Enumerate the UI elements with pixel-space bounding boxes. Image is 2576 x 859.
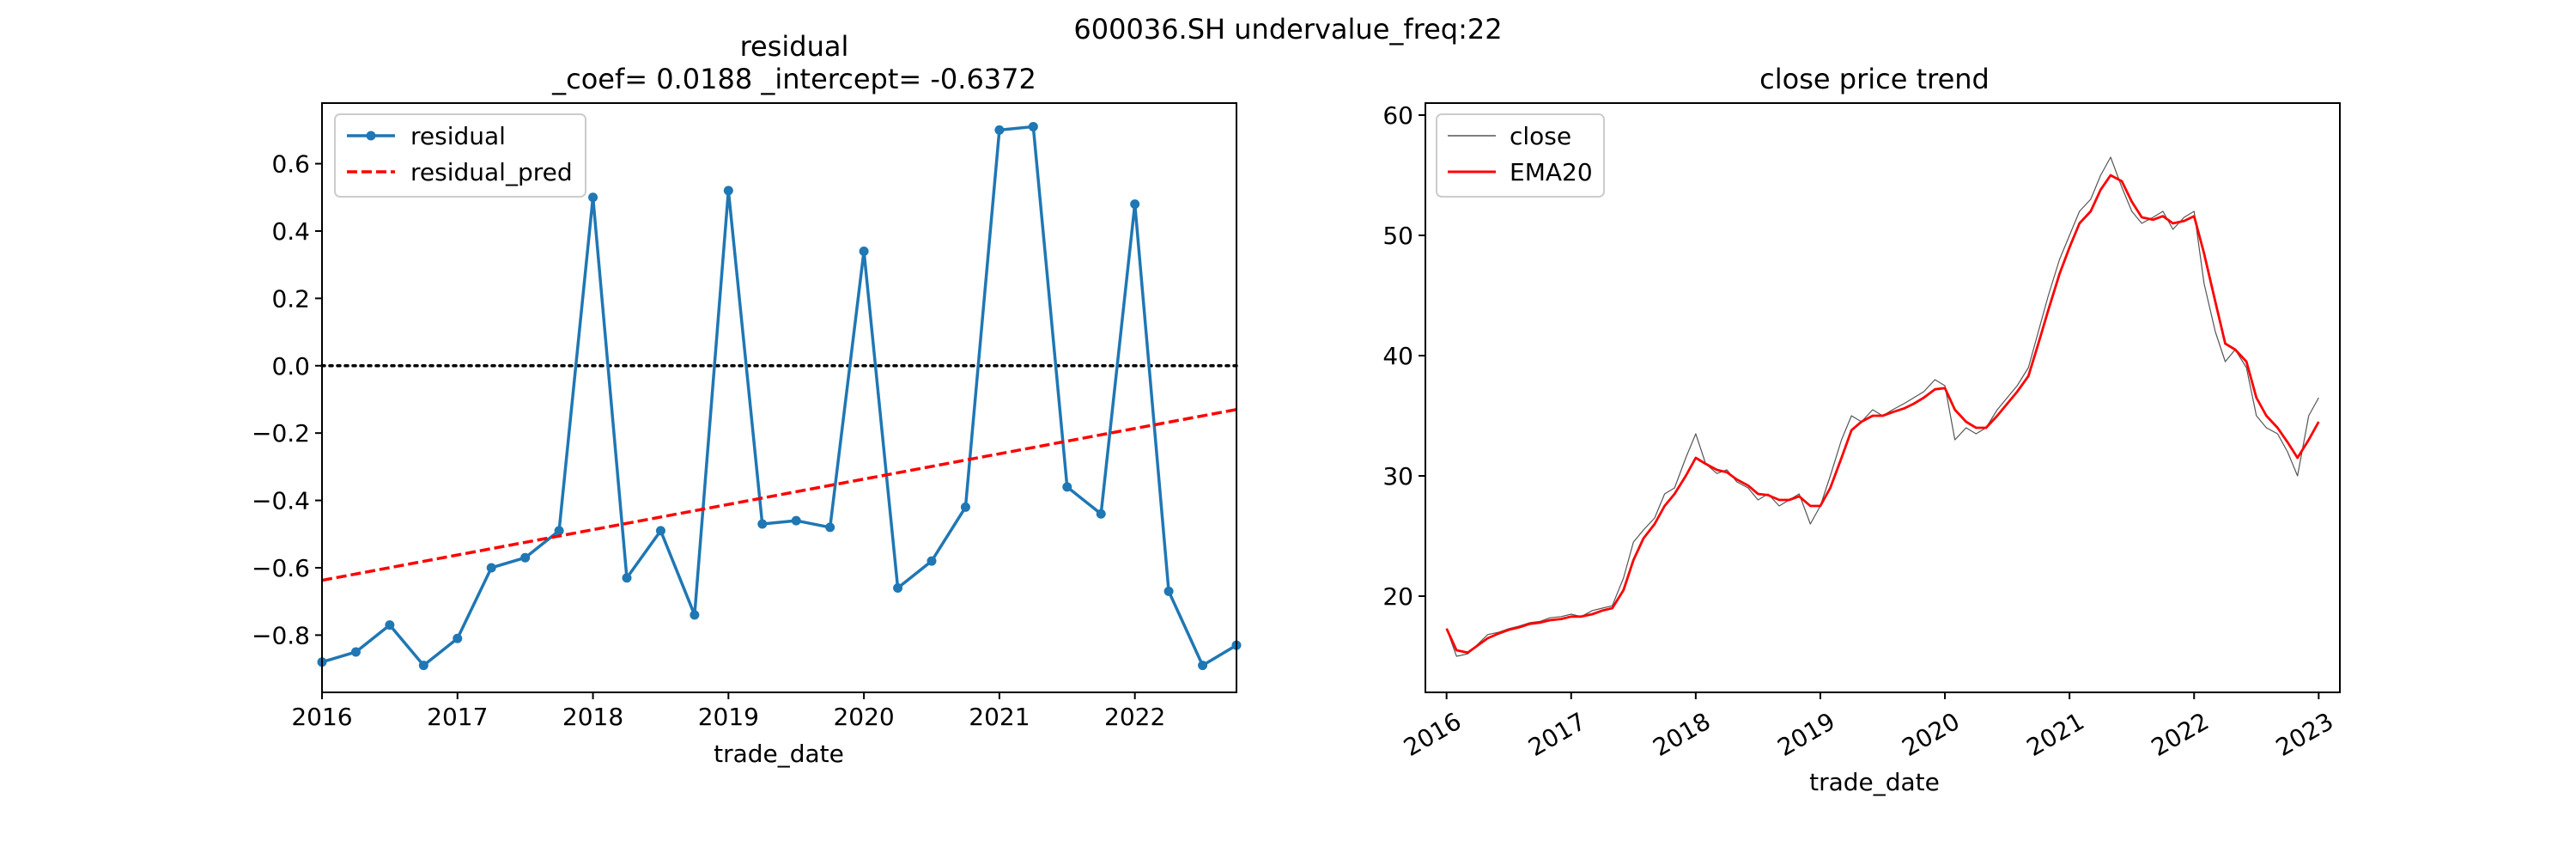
close-x-tick-label: 2021 [2022,707,2089,762]
close-legend: close EMA20 [1437,114,1604,197]
residual-point [487,563,496,572]
residual-point [893,583,902,593]
residual-point [724,186,733,195]
residual-point [385,620,394,630]
close-x-tick-label: 2019 [1772,707,1839,762]
legend-label-close: close [1510,122,1571,150]
legend-label-residual-pred: residual_pred [410,158,573,186]
residual-x-tick-label: 2016 [291,703,352,731]
close-y-tick-label: 20 [1382,582,1413,611]
legend-label-ema20: EMA20 [1510,158,1593,186]
residual-y-tick-label: −0.6 [252,554,310,582]
close-y-tick-label: 40 [1382,342,1413,370]
residual-point [1130,199,1139,209]
residual-chart-title: residual [740,30,849,63]
legend-marker-residual [367,131,376,141]
residual-chart-subtitle: _coef= 0.0188 _intercept= -0.6372 [551,63,1036,95]
close-x-tick-label: 2020 [1898,707,1965,762]
residual-y-tick-label: −0.2 [252,419,310,448]
residual-point [419,661,428,670]
residual-y-tick-label: 0.2 [271,284,310,313]
residual-point [690,610,699,619]
close-y-tick-label: 30 [1382,462,1413,490]
close-y-tick-label: 60 [1382,101,1413,130]
residual-x-tick-label: 2017 [427,703,488,731]
residual-point [555,526,564,535]
residual-point [1198,661,1207,670]
residual-series-residual-pred-line [322,410,1236,581]
residual-point [961,503,970,512]
residual-point [994,125,1004,135]
close-series-close-line [1447,157,2319,656]
close-price-chart: close price trend 2016 2017 2018 2019 2020 20… [1382,63,2340,796]
residual-point [1097,509,1106,519]
residual-point [860,247,869,256]
residual-point [351,647,361,656]
residual-legend: residual residual_pred [335,114,586,197]
residual-x-tick-label: 2021 [969,703,1030,731]
close-x-tick-label: 2023 [2271,707,2338,762]
residual-point [588,192,598,202]
residual-chart: residual _coef= 0.0188 _intercept= -0.63… [252,30,1242,768]
close-x-tick-label: 2016 [1399,707,1466,762]
close-x-axis-label: trade_date [1809,768,1940,796]
residual-point [757,520,767,529]
residual-y-tick-label: 0.0 [271,352,310,381]
residual-point [792,516,801,526]
close-chart-title: close price trend [1759,63,1990,95]
residual-y-tick-label: 0.4 [271,217,310,246]
legend-label-residual: residual [410,122,506,150]
close-x-tick-label: 2018 [1648,707,1715,762]
residual-y-tick-label: 0.6 [271,150,310,179]
close-series-ema20-line [1447,175,2319,653]
residual-point [520,553,530,563]
residual-x-axis-label: trade_date [714,740,844,768]
residual-y-tick-label: −0.8 [252,621,310,649]
residual-x-tick-label: 2018 [562,703,623,731]
close-x-tick-label: 2017 [1523,707,1590,762]
residual-point [623,573,632,582]
residual-point [927,557,937,566]
close-x-tick-label: 2022 [2147,707,2214,762]
residual-point [825,522,835,532]
residual-x-tick-label: 2022 [1104,703,1165,731]
figure-suptitle: 600036.SH undervalue_freq:22 [1073,13,1502,46]
residual-y-tick-label: −0.4 [252,487,310,515]
residual-series-residual-line [322,126,1236,665]
residual-point [1062,482,1072,491]
residual-point [453,634,462,643]
residual-point [1029,122,1038,131]
close-y-tick-label: 50 [1382,222,1413,250]
residual-point [1164,587,1174,596]
residual-x-tick-label: 2019 [698,703,759,731]
residual-x-tick-label: 2020 [833,703,894,731]
residual-point [656,526,665,535]
